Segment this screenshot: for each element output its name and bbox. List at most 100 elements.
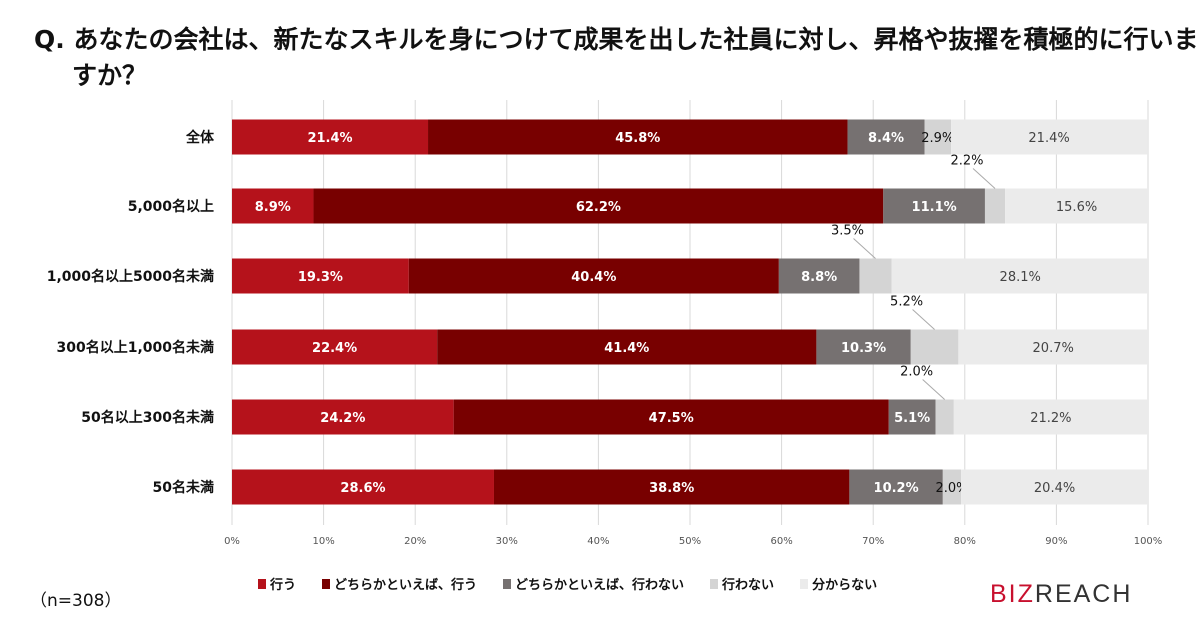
legend-swatch — [800, 578, 809, 589]
category-label: 5,000名以上 — [128, 198, 214, 215]
data-label: 21.2% — [1030, 411, 1071, 426]
data-label: 45.8% — [615, 131, 660, 146]
bar-segment — [232, 119, 429, 155]
x-tick-label: 80% — [954, 536, 976, 547]
category-label: 全体 — [185, 129, 215, 146]
legend-item: どちらかといえば、行う — [322, 574, 477, 593]
legend-item: どちらかといえば、行わない — [503, 574, 684, 593]
bar-segment — [408, 258, 779, 294]
data-label: 2.2% — [951, 154, 984, 169]
sample-size: （n=308） — [30, 591, 122, 611]
legend: 行う どちらかといえば、行う どちらかといえば、行わない 行わない 分からない — [258, 574, 877, 593]
data-label: 5.2% — [890, 295, 923, 310]
data-label: 20.4% — [1034, 481, 1075, 496]
data-label: 38.8% — [649, 481, 694, 496]
data-label: 22.4% — [312, 341, 357, 356]
chart-title: Q. あなたの会社は、新たなスキルを身につけて成果を出した社員に対し、昇格や抜擢… — [34, 25, 1199, 90]
bar-segment — [961, 469, 1148, 505]
data-label: 2.0% — [900, 365, 933, 380]
leader-line — [972, 168, 996, 189]
data-label: 8.4% — [868, 131, 904, 146]
x-tick-label: 70% — [862, 536, 884, 547]
data-label: 24.2% — [320, 411, 365, 426]
data-label: 62.2% — [576, 200, 621, 215]
data-label: 3.5% — [831, 224, 864, 239]
data-label: 28.6% — [340, 481, 385, 496]
x-tick-label: 0% — [224, 536, 240, 547]
bar-segment — [984, 188, 1006, 224]
x-tick-label: 100% — [1134, 536, 1163, 547]
leader-line — [853, 238, 876, 259]
bar-segment — [924, 119, 952, 155]
bar-segment — [1005, 188, 1148, 224]
bar-segment — [232, 188, 314, 224]
x-tick-label: 30% — [496, 536, 518, 547]
bar-segment — [942, 469, 962, 505]
legend-label: どちらかといえば、行う — [334, 578, 478, 593]
bar-segment — [847, 119, 925, 155]
x-tick-label: 40% — [587, 536, 609, 547]
data-label: 20.7% — [1033, 341, 1074, 356]
bar-segment — [935, 399, 954, 435]
category-label: 1,000名以上5000名未満 — [47, 268, 214, 285]
bar-segment — [232, 469, 494, 505]
legend-swatch — [322, 578, 331, 589]
data-label: 5.1% — [894, 411, 930, 426]
x-tick-label: 90% — [1045, 536, 1067, 547]
bar-segment — [910, 329, 959, 365]
bar-segment — [232, 329, 438, 365]
x-tick-label: 20% — [404, 536, 426, 547]
data-label: 2.0% — [935, 481, 968, 496]
bar-segment — [951, 119, 1148, 155]
legend-label: 行う — [270, 578, 297, 593]
bar-segment — [953, 399, 1148, 435]
legend-swatch — [503, 578, 512, 589]
bar-segment — [428, 119, 848, 155]
bar-segment — [313, 188, 884, 224]
data-label: 28.1% — [1000, 270, 1041, 285]
data-label: 41.4% — [604, 341, 649, 356]
bar-segment — [493, 469, 850, 505]
data-label: 47.5% — [649, 411, 694, 426]
bar-segment — [232, 258, 409, 294]
legend-item: 行う — [258, 574, 296, 593]
data-label: 21.4% — [1028, 131, 1069, 146]
legend-item: 分からない — [800, 574, 877, 593]
category-label: 50名未満 — [153, 479, 214, 496]
bizreach-logo: BIZREACH — [990, 580, 1133, 608]
category-label: 300名以上1,000名未満 — [56, 339, 214, 356]
data-label: 8.8% — [801, 270, 837, 285]
data-label: 8.9% — [255, 200, 291, 215]
data-label: 11.1% — [912, 200, 957, 215]
bar-segment — [859, 258, 892, 294]
x-tick-label: 10% — [312, 536, 334, 547]
legend-swatch — [710, 578, 719, 589]
leader-line — [922, 379, 945, 400]
bar-segment — [437, 329, 817, 365]
category-label: 50名以上300名未満 — [81, 409, 214, 426]
bar-segment — [891, 258, 1149, 294]
data-label: 40.4% — [571, 270, 616, 285]
bar-segment — [232, 399, 454, 435]
data-label: 2.9% — [921, 131, 954, 146]
x-tick-label: 50% — [679, 536, 701, 547]
bar-segment — [958, 329, 1148, 365]
bar-segment — [888, 399, 936, 435]
data-label: 19.3% — [298, 270, 343, 285]
x-tick-label: 60% — [770, 536, 792, 547]
legend-label: 分からない — [812, 578, 878, 593]
bar-segment — [816, 329, 911, 365]
legend-label: どちらかといえば、行わない — [515, 578, 685, 593]
data-label: 15.6% — [1056, 200, 1097, 215]
bar-segment — [883, 188, 985, 224]
data-label: 10.2% — [874, 481, 919, 496]
data-label: 21.4% — [307, 131, 352, 146]
legend-item: 行わない — [710, 574, 774, 593]
bar-segment — [778, 258, 860, 294]
legend-swatch — [258, 578, 266, 589]
bar-segment — [453, 399, 889, 435]
leader-line — [912, 309, 935, 330]
data-label: 10.3% — [841, 341, 886, 356]
legend-label: 行わない — [722, 578, 775, 593]
bar-segment — [849, 469, 943, 505]
